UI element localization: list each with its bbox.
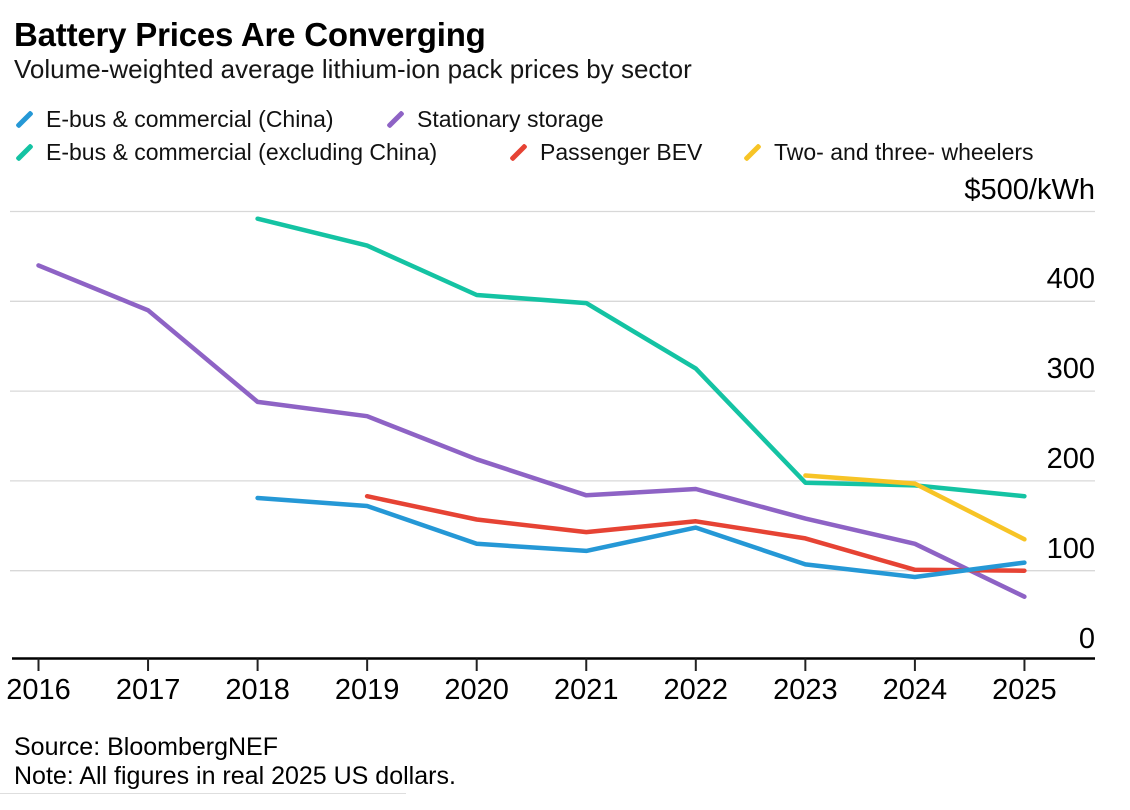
y-axis-label-200: 200 <box>1046 442 1095 475</box>
x-axis-label-2021: 2021 <box>554 674 619 706</box>
x-axis-label-2017: 2017 <box>115 674 181 706</box>
source-text: Source: BloombergNEF <box>14 733 279 761</box>
series-line-5 <box>803 473 1027 542</box>
x-axis-label-2025: 2025 <box>992 674 1057 706</box>
legend-item-label: Stationary storage <box>417 105 604 132</box>
legend-item-label: Two- and three- wheelers <box>774 138 1034 165</box>
bottom-divider <box>0 793 406 794</box>
legend-item-label: E-bus & commercial (excluding China) <box>46 138 438 165</box>
y-axis-label-100: 100 <box>1046 532 1095 565</box>
x-axis-label-2023: 2023 <box>773 674 838 706</box>
x-axis-label-2018: 2018 <box>225 674 290 706</box>
note-text: Note: All figures in real 2025 US dollar… <box>14 762 456 790</box>
y-axis-label-300: 300 <box>1046 353 1095 386</box>
legend-item-passenger-bev: Passenger BEV <box>508 137 702 167</box>
series-line-4 <box>364 493 1027 573</box>
x-axis-label-2019: 2019 <box>334 674 400 706</box>
x-axis-label-2022: 2022 <box>663 674 729 706</box>
series-line-1 <box>255 495 1027 580</box>
chart-subtitle: Volume-weighted average lithium-ion pack… <box>14 54 692 84</box>
chart-title: Battery Prices Are Converging <box>14 16 486 53</box>
legend-item-label: E-bus & commercial (China) <box>46 105 334 132</box>
legend-item-two-three-wheelers: Two- and three- wheelers <box>742 137 1034 167</box>
x-axis-label-2020: 2020 <box>444 674 509 706</box>
x-axis-label-2016: 2016 <box>6 674 71 706</box>
legend-item-ebus-china: E-bus & commercial (China) <box>14 104 334 134</box>
legend-item-stationary-storage: Stationary storage <box>385 104 604 134</box>
series-line-3 <box>255 216 1027 499</box>
y-axis-label-0: 0 <box>1078 622 1095 655</box>
legend-item-ebus-excl-china: E-bus & commercial (excluding China) <box>14 137 437 167</box>
series-line-2 <box>36 263 1027 599</box>
x-axis-label-2024: 2024 <box>882 674 948 706</box>
y-axis-label-500: $500/kWh <box>964 173 1095 206</box>
y-axis-label-400: 400 <box>1046 263 1095 296</box>
legend-item-label: Passenger BEV <box>540 138 703 165</box>
